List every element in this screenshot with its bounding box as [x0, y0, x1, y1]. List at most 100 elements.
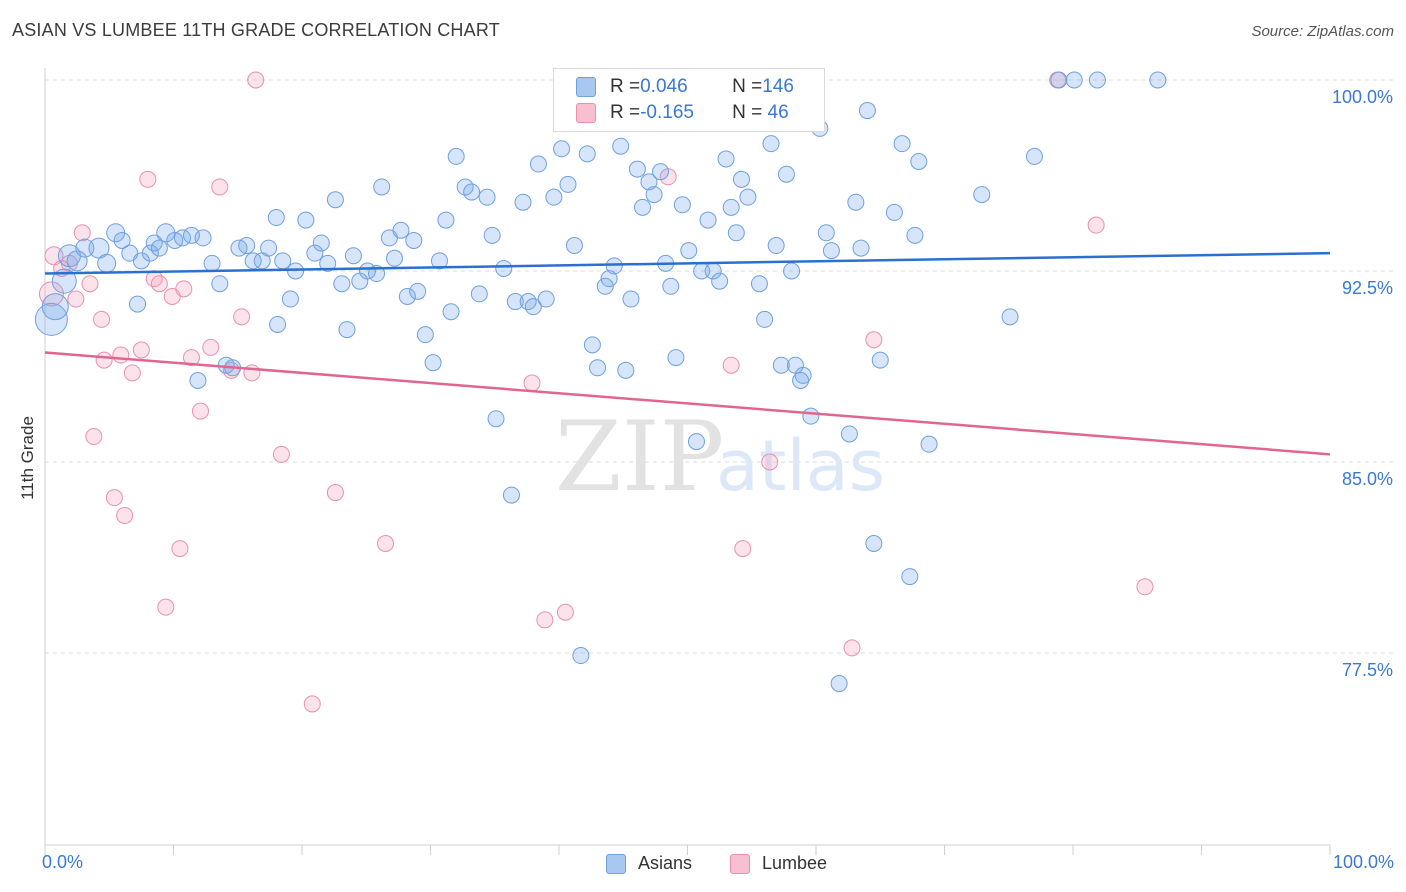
- asians-point: [405, 231, 423, 249]
- asians-point: [699, 211, 717, 229]
- asians-point: [767, 237, 785, 255]
- asians-point: [424, 354, 442, 372]
- asians-point: [717, 150, 735, 168]
- asians-point: [612, 137, 630, 155]
- watermark-atlas: atlas: [716, 425, 885, 507]
- x-tick-max: 100.0%: [1332, 852, 1394, 872]
- asians-point: [822, 242, 840, 260]
- chart-title: ASIAN VS LUMBEE 11TH GRADE CORRELATION C…: [12, 20, 500, 40]
- r-label: R =: [610, 76, 641, 97]
- asians-point: [495, 259, 513, 277]
- stats-legend: R = 0.046 N = 146 R = -0.165 N = 46: [553, 68, 825, 132]
- lumbee-point: [865, 331, 883, 349]
- lumbee-point: [95, 351, 113, 369]
- asians-point: [238, 237, 256, 255]
- lumbee-point: [171, 540, 189, 558]
- asians-trend-line: [44, 251, 1331, 275]
- asians-point: [537, 290, 555, 308]
- lumbee-point: [843, 639, 861, 657]
- asians-point: [772, 356, 790, 374]
- asians-point: [572, 647, 590, 665]
- lumbee-points: [38, 71, 1154, 713]
- asians-point: [312, 234, 330, 252]
- asians-point: [920, 435, 938, 453]
- asians-point: [687, 433, 705, 451]
- legend-label-lumbee: Lumbee: [762, 853, 828, 873]
- legend-item-asians[interactable]: Asians: [606, 853, 692, 874]
- asians-point: [416, 326, 434, 344]
- asians-point: [727, 224, 745, 242]
- asians-points: [34, 71, 1167, 693]
- asians-point: [553, 140, 571, 158]
- asians-point: [189, 372, 207, 390]
- asians-point: [617, 361, 635, 379]
- asians-point: [447, 147, 465, 165]
- lumbee-point: [81, 275, 99, 293]
- asians-point: [559, 175, 577, 193]
- lumbee-point: [247, 71, 265, 89]
- lumbee-point: [73, 224, 91, 242]
- legend-item-lumbee[interactable]: Lumbee: [730, 853, 827, 874]
- asians-point: [269, 315, 287, 333]
- asians-point: [66, 250, 88, 272]
- asians-point: [739, 188, 757, 206]
- asians-swatch: [576, 77, 596, 97]
- r-value: 0.046: [640, 76, 688, 97]
- watermark: ZIP atlas: [555, 401, 885, 513]
- n-value: 46: [762, 102, 789, 123]
- asians-point: [211, 275, 229, 293]
- asians-point: [478, 188, 496, 206]
- trend-lines: [44, 251, 1331, 456]
- asians-point: [673, 196, 691, 214]
- axes: [44, 68, 1331, 855]
- n-label: N =: [732, 102, 763, 123]
- asians-point: [722, 198, 740, 216]
- asians-point: [194, 229, 212, 247]
- asians-point: [409, 282, 427, 300]
- lumbee-point: [191, 402, 209, 420]
- lumbee-point: [326, 484, 344, 502]
- lumbee-point: [139, 170, 157, 188]
- asians-point: [51, 268, 77, 294]
- legend-label-asians: Asians: [638, 853, 693, 873]
- asians-point: [680, 242, 698, 260]
- asians-point: [267, 209, 285, 227]
- lumbee-point: [722, 356, 740, 374]
- lumbee-point: [1087, 216, 1105, 234]
- asians-point: [840, 425, 858, 443]
- asians-point: [596, 277, 614, 295]
- asians-point: [41, 293, 69, 321]
- asians-point: [794, 366, 812, 384]
- lumbee-point: [157, 598, 175, 616]
- lumbee-point: [377, 534, 395, 552]
- asians-point: [885, 203, 903, 221]
- asians-point: [281, 290, 299, 308]
- lumbee-point: [116, 506, 134, 524]
- asians-point: [750, 275, 768, 293]
- asians-point: [645, 186, 663, 204]
- lumbee-point: [93, 310, 111, 328]
- asians-point: [514, 193, 532, 211]
- asians-point: [817, 224, 835, 242]
- asians-point: [1050, 71, 1068, 89]
- asians-point: [506, 293, 524, 311]
- asians-point: [858, 102, 876, 120]
- asians-point: [711, 272, 729, 290]
- asians-point: [145, 234, 163, 252]
- asians-point: [732, 170, 750, 188]
- r-value: -0.165: [640, 102, 694, 123]
- asians-point: [871, 351, 889, 369]
- lumbee-point: [734, 540, 752, 558]
- asians-point: [483, 226, 501, 244]
- lumbee-point: [202, 338, 220, 356]
- asians-point: [578, 145, 596, 163]
- asians-point: [129, 295, 147, 313]
- lumbee-point: [105, 489, 123, 507]
- asians-point: [373, 178, 391, 196]
- lumbee-point: [150, 275, 168, 293]
- asians-point: [430, 252, 448, 270]
- asians-point: [565, 237, 583, 255]
- lumbee-point: [523, 374, 541, 392]
- asians-point: [667, 349, 685, 367]
- asians-point: [589, 359, 607, 377]
